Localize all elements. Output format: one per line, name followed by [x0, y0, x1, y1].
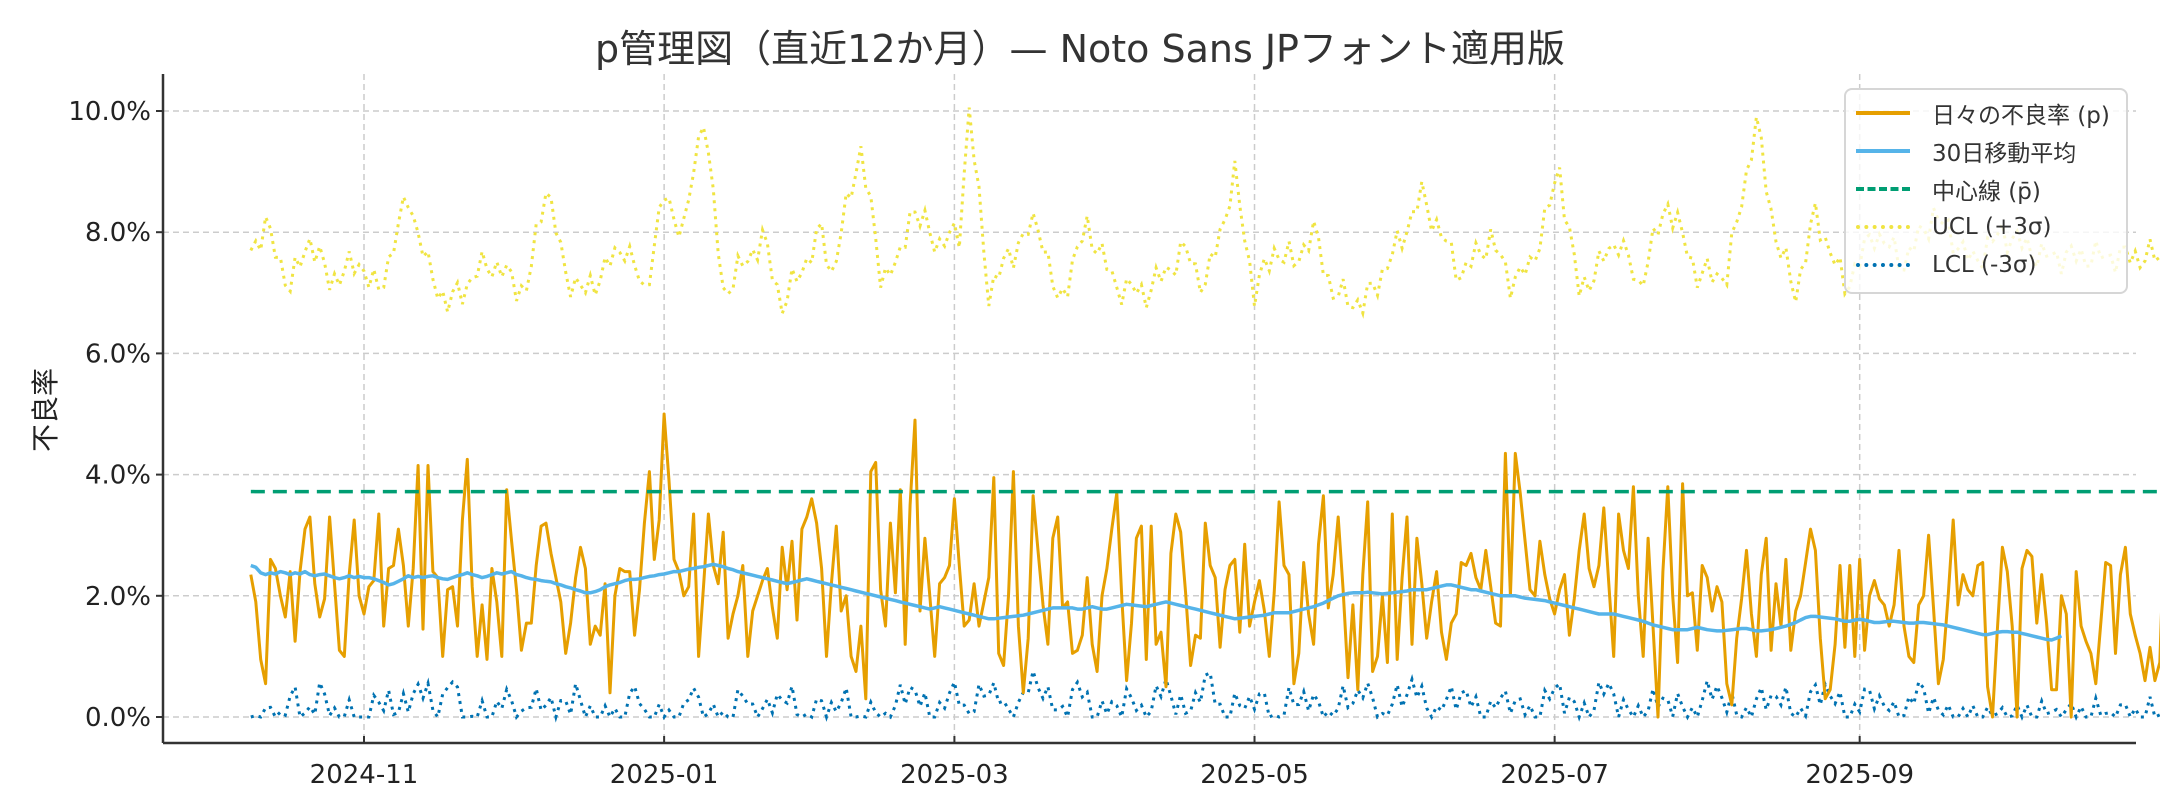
- dashed-green-line-icon: [1856, 187, 1910, 191]
- x-tick-label: 2025-03: [900, 760, 1009, 790]
- blue-line-icon: [1856, 149, 1910, 153]
- series-layer: [249, 107, 2160, 723]
- dotted-blue-line-icon: [1856, 263, 1910, 267]
- legend-item-ma30: 30日移動平均: [1846, 132, 2076, 170]
- y-tick-label: 10.0%: [68, 97, 151, 127]
- legend: 日々の不良率 (p) 30日移動平均 中心線 (p̄) UCL (+3σ) LC…: [1844, 88, 2128, 294]
- x-tick-label: 2025-05: [1200, 760, 1309, 790]
- grid-lines: [163, 74, 2136, 743]
- y-tick-label: 6.0%: [85, 339, 151, 369]
- legend-item-daily: 日々の不良率 (p): [1846, 94, 2110, 132]
- chart-title: p管理図（直近12か月）— Noto Sans JPフォント適用版: [595, 27, 1565, 71]
- daily-p-line: [249, 412, 2160, 719]
- x-tick-label: 2025-09: [1805, 760, 1914, 790]
- legend-label: UCL (+3σ): [1932, 214, 2052, 240]
- y-tick-label: 0.0%: [85, 703, 151, 733]
- y-tick-label: 2.0%: [85, 582, 151, 612]
- lcl-line: [250, 665, 2160, 723]
- dotted-yellow-line-icon: [1856, 225, 1910, 229]
- moving-average-line: [250, 562, 2063, 642]
- x-tick-label: 2025-07: [1500, 760, 1609, 790]
- axes: 0.0% 2.0% 4.0% 6.0% 8.0% 10.0% 2024-11 2025-01 2…: [68, 74, 2136, 790]
- y-tick-label: 8.0%: [85, 218, 151, 248]
- x-tick-label: 2024-11: [310, 760, 419, 790]
- y-tick-label: 4.0%: [85, 461, 151, 491]
- legend-label: 30日移動平均: [1932, 141, 2077, 167]
- legend-item-ucl: UCL (+3σ): [1846, 208, 2051, 246]
- orange-line-icon: [1856, 111, 1910, 115]
- legend-label: LCL (-3σ): [1932, 252, 2037, 278]
- legend-item-center: 中心線 (p̄): [1846, 170, 2041, 208]
- legend-item-lcl: LCL (-3σ): [1846, 246, 2036, 284]
- ucl-line: [249, 107, 2160, 319]
- legend-label: 中心線 (p̄): [1932, 179, 2041, 205]
- x-tick-label: 2025-01: [610, 760, 719, 790]
- legend-label: 日々の不良率 (p): [1932, 103, 2110, 129]
